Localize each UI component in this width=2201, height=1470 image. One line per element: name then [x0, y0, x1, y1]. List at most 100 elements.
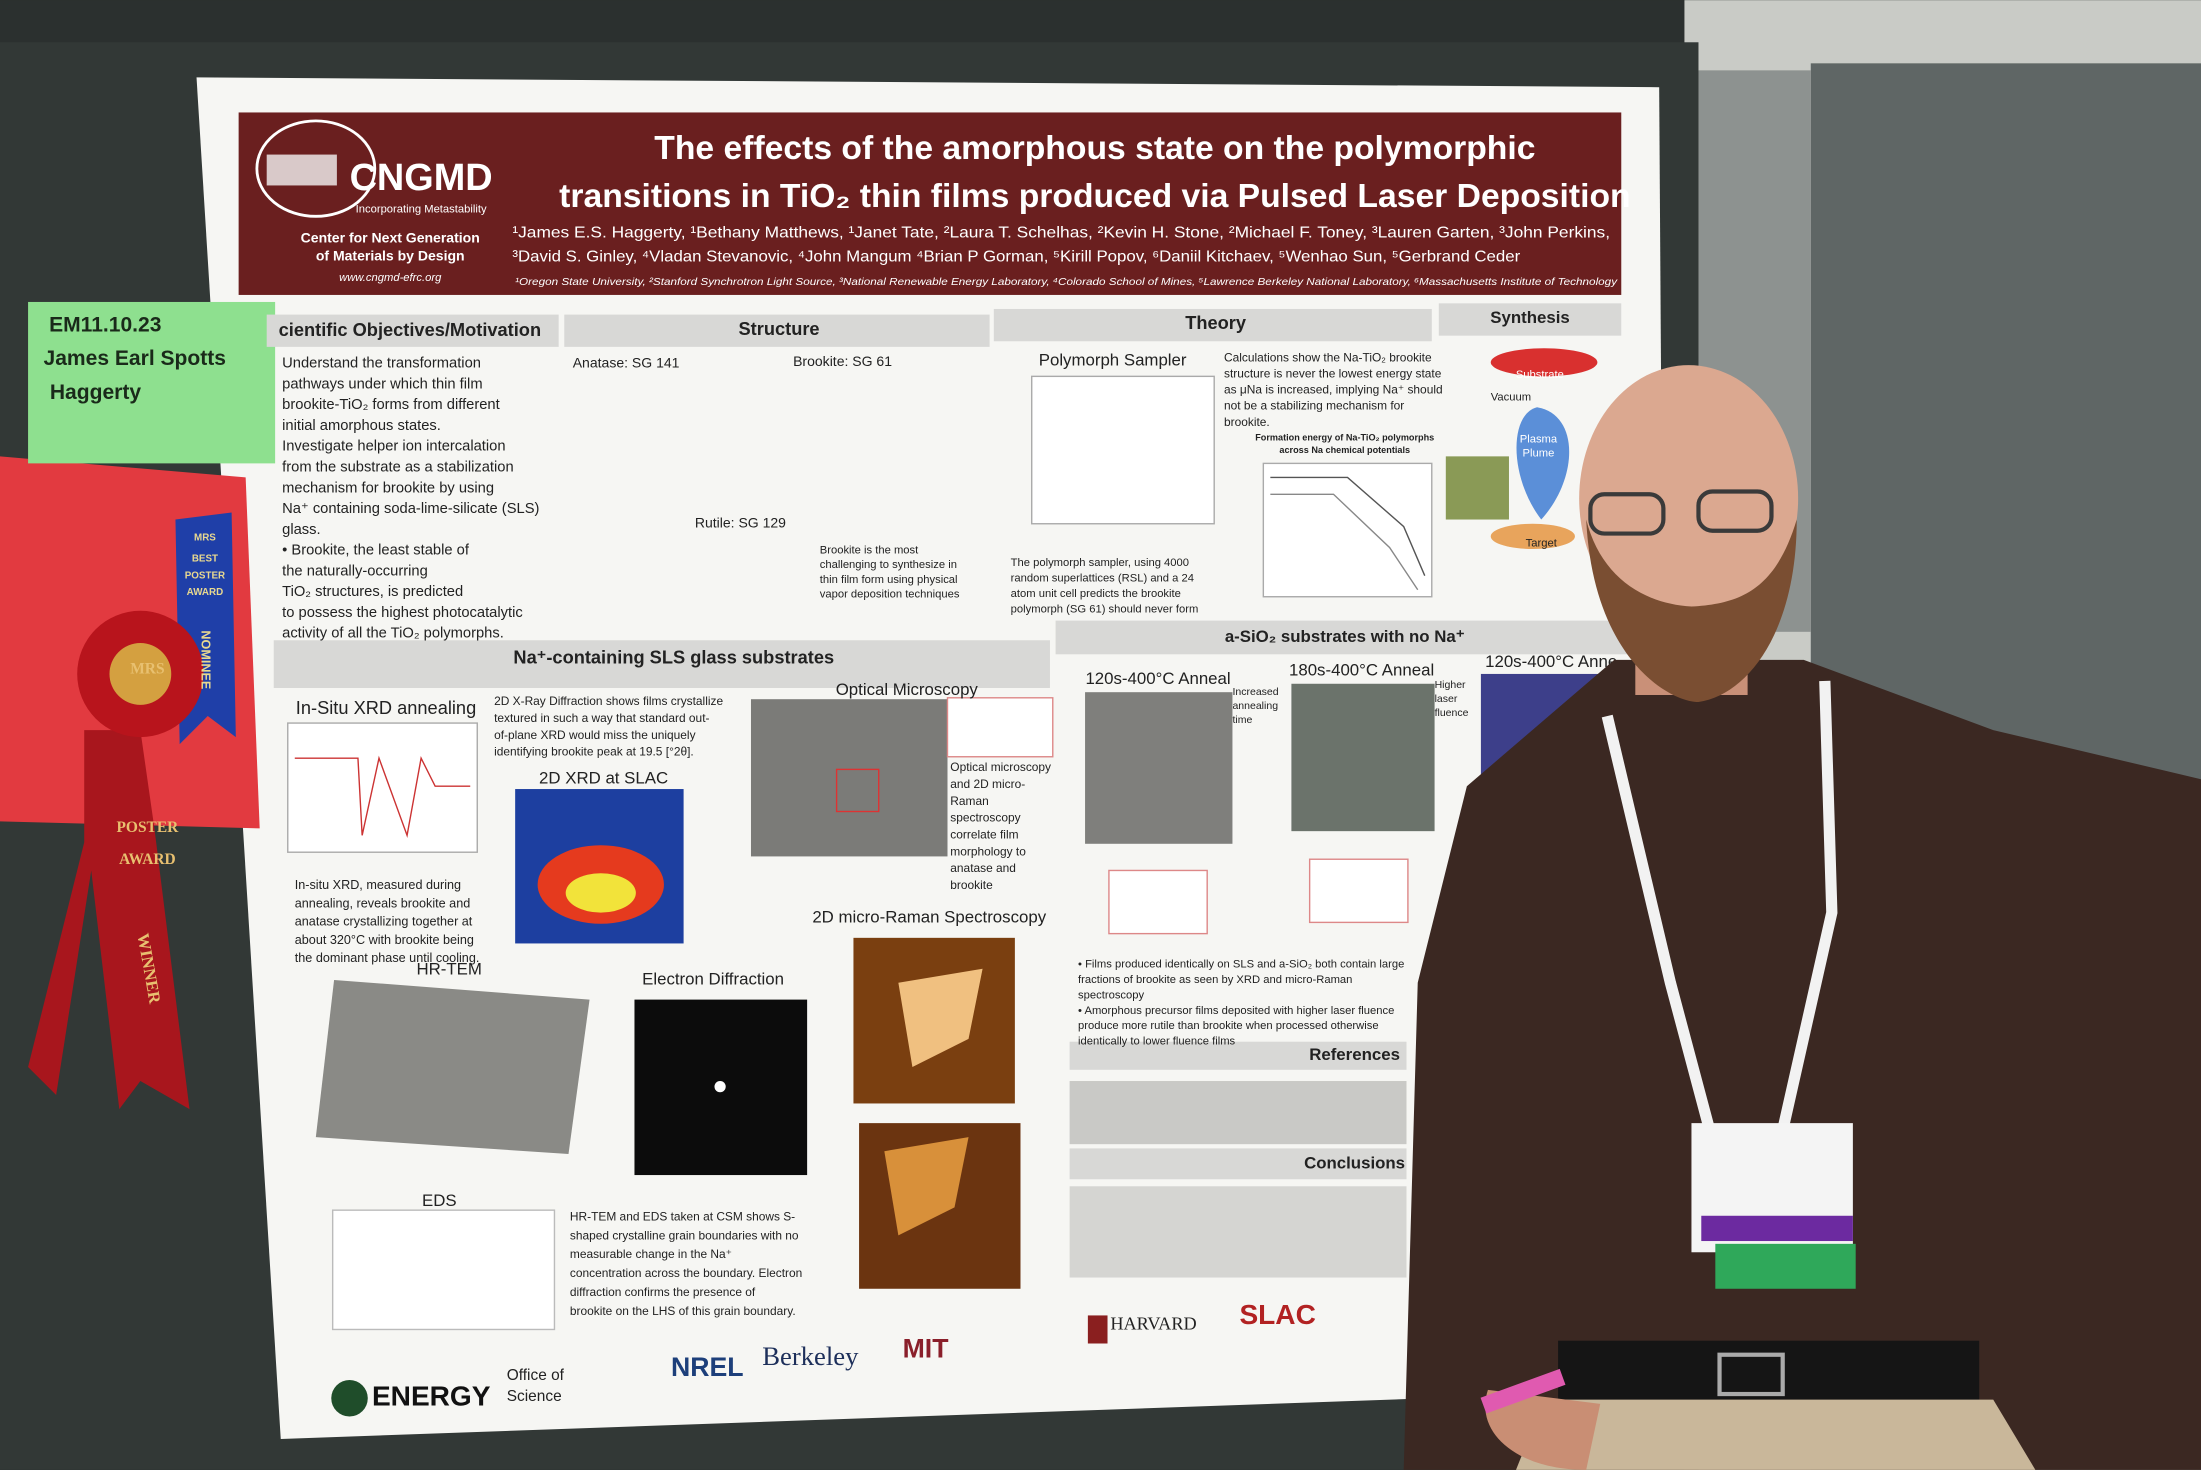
film-photo — [1445, 456, 1509, 520]
section-bar — [266, 314, 559, 347]
logo-ring — [255, 119, 377, 218]
body-text: morphology to — [950, 844, 1026, 858]
logo-tagline: Incorporating Metastability — [356, 203, 487, 215]
structure-note: Brookite is the most — [820, 544, 919, 556]
section-bar — [1438, 303, 1622, 336]
anneal-image — [1291, 683, 1435, 832]
section-bar — [993, 308, 1432, 342]
left-decorations — [0, 301, 276, 1110]
logo-harvard: HARVARD — [1110, 1313, 1196, 1333]
person — [1403, 365, 2201, 1470]
plasma-plume — [1516, 407, 1570, 520]
hrtem-image — [315, 979, 590, 1155]
body-text: identically to lower fluence films — [1078, 1036, 1236, 1048]
body-text: time — [1232, 714, 1252, 726]
logo-nrel: NREL — [671, 1352, 744, 1382]
logo-mit: MIT — [903, 1334, 949, 1364]
affiliations: ¹Oregon State University, ²Stanford Sync… — [515, 276, 1618, 288]
objectives-text: from the substrate as a stabilization — [282, 459, 514, 475]
member-band — [1701, 1215, 1853, 1242]
body-text: correlate film — [950, 828, 1018, 842]
subhead: HR-TEM — [416, 960, 481, 979]
body-text: annealing — [1232, 700, 1278, 712]
subhead: 2D micro-Raman Spectroscopy — [812, 908, 1046, 927]
logo-energy: ENERGY — [372, 1381, 491, 1412]
plot-curve — [1270, 476, 1426, 576]
theory-note: random superlattices (RSL) and a 24 — [1011, 572, 1194, 584]
body-text: diffraction confirms the presence of — [570, 1285, 756, 1299]
objectives-text: brookite-TiO₂ forms from different — [282, 397, 500, 413]
objectives-text: the naturally-occurring — [282, 563, 428, 579]
subhead: Electron Diffraction — [642, 969, 784, 988]
body-text: and 2D micro- — [950, 777, 1025, 791]
body-text: anatase crystallizing together at — [295, 915, 473, 929]
fraction-table — [946, 697, 1054, 758]
body-text: anatase and — [950, 861, 1016, 875]
body-text: laser — [1435, 693, 1458, 705]
ribbon-text: AWARD — [187, 587, 224, 598]
logo-url: www.cngmd-efrc.org — [339, 272, 442, 284]
subhead: EDS — [422, 1191, 457, 1210]
body-text: annealing, reveals brookite and — [295, 896, 470, 910]
objectives-text: to possess the highest photocatalytic — [282, 605, 523, 621]
anneal-image — [1085, 692, 1233, 844]
theory-text: as μNa is increased, implying Na⁺ should — [1224, 383, 1443, 397]
theory-note: The polymorph sampler, using 4000 — [1011, 557, 1189, 569]
ribbon-text: POSTER — [117, 819, 180, 836]
section-header: Conclusions — [1304, 1153, 1405, 1172]
hand — [1485, 1389, 1601, 1470]
ribbon-text: MRS — [130, 660, 164, 677]
theory-text: brookite. — [1224, 415, 1270, 429]
theory-note: atom unit cell predicts the brookite — [1011, 588, 1181, 600]
badge-tag — [28, 301, 276, 464]
glasses — [1696, 489, 1774, 533]
body-text: Higher — [1435, 679, 1466, 691]
ribbon-text: MRS — [194, 532, 216, 543]
optical-image — [750, 699, 948, 857]
body-text: brookite on the LHS of this grain bounda… — [570, 1304, 796, 1318]
objectives-text: TiO₂ structures, is predicted — [282, 584, 463, 600]
logo-office: Office of — [507, 1367, 565, 1384]
body-text: identifying brookite peak at 19.5 [°2θ]. — [494, 745, 694, 759]
body-text: • Films produced identically on SLS and … — [1078, 958, 1404, 970]
body-text: fractions of brookite as seen by XRD and… — [1078, 974, 1352, 986]
objectives-text: Na⁺ containing soda-lime-silicate (SLS) — [282, 501, 539, 517]
synthesis-substrate — [1490, 348, 1598, 377]
body-text: the dominant phase until cooling. — [295, 951, 480, 965]
objectives-text: Understand the transformation — [282, 356, 481, 372]
subhead: Optical Microscopy — [836, 680, 979, 699]
slac-ring — [565, 873, 636, 913]
badge-tag-text: EM11.10.23 — [49, 313, 161, 336]
objectives-text: mechanism for brookite by using — [282, 480, 494, 496]
body-text: spectroscopy — [1078, 989, 1144, 1001]
objectives-text: Investigate helper ion intercalation — [282, 439, 505, 455]
body-text: Raman — [950, 794, 988, 808]
diffraction-spot — [714, 1081, 726, 1093]
theory-text: structure is never the lowest energy sta… — [1224, 366, 1442, 380]
xrd-plot — [287, 722, 478, 853]
structure-label: Anatase: SG 141 — [573, 354, 680, 370]
badge-tag-text: James Earl Spotts — [44, 347, 227, 370]
subhead: 120s-400°C Anneal — [1085, 669, 1230, 688]
ribbon-text: BEST — [192, 553, 218, 564]
theory-text: Calculations show the Na-TiO₂ brookite — [1224, 350, 1432, 364]
body-text: spectroscopy — [950, 811, 1020, 825]
section-bar — [1055, 620, 1660, 655]
references-text — [1069, 1081, 1407, 1145]
ribbon-text: NOMINEE — [199, 630, 213, 689]
fraction-table — [1308, 858, 1409, 924]
poster-header — [238, 112, 1622, 295]
wristband — [1480, 1368, 1566, 1414]
doe-seal — [331, 1379, 368, 1417]
section-header: cientific Objectives/Motivation — [279, 319, 541, 340]
winner-ribbon — [28, 730, 190, 1110]
section-bar — [1069, 1041, 1407, 1070]
subhead: 180s-400°C Anneal — [1289, 661, 1434, 680]
body-text: • Amorphous precursor films deposited wi… — [1078, 1005, 1394, 1017]
logo-center: Center for Next Generation — [301, 229, 480, 245]
synthesis-label: Target — [1526, 537, 1558, 549]
rosette-center — [109, 643, 172, 705]
synthesis-label: Vacuum — [1491, 391, 1531, 403]
sampler-plot — [1031, 375, 1215, 525]
